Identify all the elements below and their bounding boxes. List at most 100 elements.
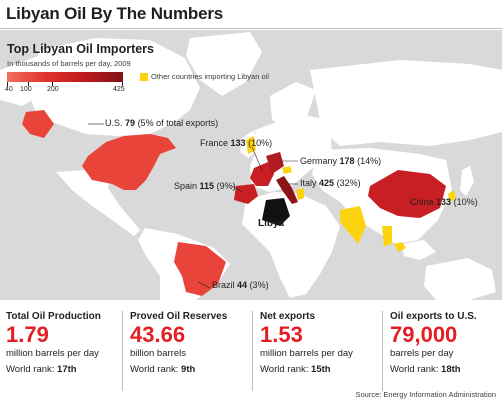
page-title: Libyan Oil By The Numbers xyxy=(6,4,223,23)
stat-heading: Total Oil Production xyxy=(6,311,101,322)
stat-rank-label: World rank: xyxy=(6,364,55,375)
stat-unit: million barrels per day xyxy=(6,348,99,359)
label-italy-name: Italy xyxy=(300,178,317,188)
label-china-name: China xyxy=(410,197,434,207)
canada-land xyxy=(26,38,200,136)
stat-rank-label: World rank: xyxy=(130,364,179,375)
country-germany xyxy=(266,152,284,174)
stat-rank-label: World rank: xyxy=(260,364,309,375)
country-spain xyxy=(234,184,258,204)
title-divider xyxy=(0,28,502,29)
stat-rank: World rank: 18th xyxy=(390,364,502,375)
country-us-alaska xyxy=(22,110,54,138)
country-other-greece xyxy=(296,188,304,200)
label-germany-share: (14%) xyxy=(357,156,382,166)
stat-heading: Proved Oil Reserves xyxy=(130,311,228,322)
stat-rank: World rank: 9th xyxy=(130,364,250,375)
legend-subtitle: In thousands of barrels per day, 2009 xyxy=(7,59,131,68)
stat-unit: million barrels per day xyxy=(260,348,353,359)
greenland-land xyxy=(186,32,262,96)
stat-net-exports: Net exports 1.53 million barrels per day… xyxy=(260,311,380,375)
legend-tick-label: 425 xyxy=(113,86,125,93)
stat-rank-label: World rank: xyxy=(390,364,439,375)
stat-rank-value: 9th xyxy=(181,364,196,375)
stat-unit: barrels per day xyxy=(390,348,454,359)
australia-land xyxy=(424,258,496,300)
stat-value: 43.66 xyxy=(130,322,186,347)
country-other-uk xyxy=(246,136,256,154)
world-map xyxy=(0,30,502,300)
scandinavia-land xyxy=(270,82,316,128)
label-germany-value: 178 xyxy=(339,156,355,166)
label-brazil: Brazil 44 (3%) xyxy=(212,280,269,290)
stat-divider xyxy=(252,311,253,391)
label-us-name: U.S. xyxy=(105,118,123,128)
label-brazil-value: 44 xyxy=(237,280,248,290)
label-us-share: (5% of total exports) xyxy=(137,118,219,128)
stat-divider xyxy=(122,311,123,391)
label-france: France 133 (10%) xyxy=(200,138,272,148)
country-other-austria xyxy=(282,166,292,174)
label-brazil-name: Brazil xyxy=(212,280,235,290)
stat-divider xyxy=(382,311,383,391)
legend-other-swatch xyxy=(140,73,148,81)
legend-tick-label: 200 xyxy=(47,86,59,93)
stat-value: 1.53 xyxy=(260,322,303,347)
label-libya: Libya xyxy=(258,218,285,229)
pointer-spain xyxy=(231,185,243,193)
stat-proved-reserves: Proved Oil Reserves 43.66 billion barrel… xyxy=(130,311,250,375)
legend-tick xyxy=(28,82,29,86)
label-germany-name: Germany xyxy=(300,156,338,166)
russia-land xyxy=(310,60,502,146)
label-italy-share: (32%) xyxy=(336,178,361,188)
stat-heading: Oil exports to U.S. xyxy=(390,311,477,322)
stat-rank: World rank: 17th xyxy=(6,364,126,375)
stat-exports-to-us: Oil exports to U.S. 79,000 barrels per d… xyxy=(390,311,502,375)
label-germany: Germany 178 (14%) xyxy=(300,156,381,166)
stat-unit: billion barrels xyxy=(130,348,186,359)
label-italy: Italy 425 (32%) xyxy=(300,178,361,188)
sea-islands-land xyxy=(402,240,436,260)
country-brazil xyxy=(174,242,226,296)
pointer-brazil xyxy=(197,281,211,289)
stat-rank-value: 15th xyxy=(311,364,331,375)
country-libya xyxy=(262,198,290,226)
country-italy xyxy=(276,176,298,204)
label-france-name: France xyxy=(200,138,229,148)
country-other-thailand xyxy=(382,226,392,246)
legend-tick xyxy=(52,82,53,86)
label-us-value: 79 xyxy=(125,118,136,128)
legend-tick-label: 100 xyxy=(20,86,32,93)
country-other-east xyxy=(448,190,456,202)
country-china xyxy=(368,170,446,218)
label-china-value: 133 xyxy=(436,197,452,207)
label-china: China 133 (10%) xyxy=(410,197,478,207)
legend-tick-label: 40 xyxy=(5,86,13,93)
label-spain: Spain 115 (9%) xyxy=(174,181,236,191)
legend-other-label: Other countries importing Libyan oil xyxy=(151,72,269,81)
country-other-sea xyxy=(394,242,406,252)
stat-value: 79,000 xyxy=(390,322,458,347)
stat-rank-value: 18th xyxy=(441,364,461,375)
label-italy-value: 425 xyxy=(319,178,335,188)
label-france-share: (10%) xyxy=(248,138,273,148)
label-china-share: (10%) xyxy=(453,197,478,207)
stat-rank: World rank: 15th xyxy=(260,364,380,375)
stat-value: 1.79 xyxy=(6,322,49,347)
legend-tick xyxy=(7,82,8,86)
pointer-france xyxy=(251,146,263,171)
source-note: Source: Energy Information Administratio… xyxy=(355,390,497,399)
label-spain-share: (9%) xyxy=(216,181,236,191)
legend-tick xyxy=(122,82,123,86)
label-brazil-share: (3%) xyxy=(249,280,269,290)
country-other-india xyxy=(340,206,366,244)
mexico-land xyxy=(56,168,140,236)
stat-rank-value: 17th xyxy=(57,364,77,375)
label-spain-value: 115 xyxy=(199,181,215,191)
country-us xyxy=(82,134,176,190)
label-france-value: 133 xyxy=(230,138,246,148)
stat-total-production: Total Oil Production 1.79 million barrel… xyxy=(6,311,126,375)
country-france xyxy=(250,162,274,186)
legend-color-scale xyxy=(7,72,123,82)
japan-land xyxy=(460,166,474,196)
